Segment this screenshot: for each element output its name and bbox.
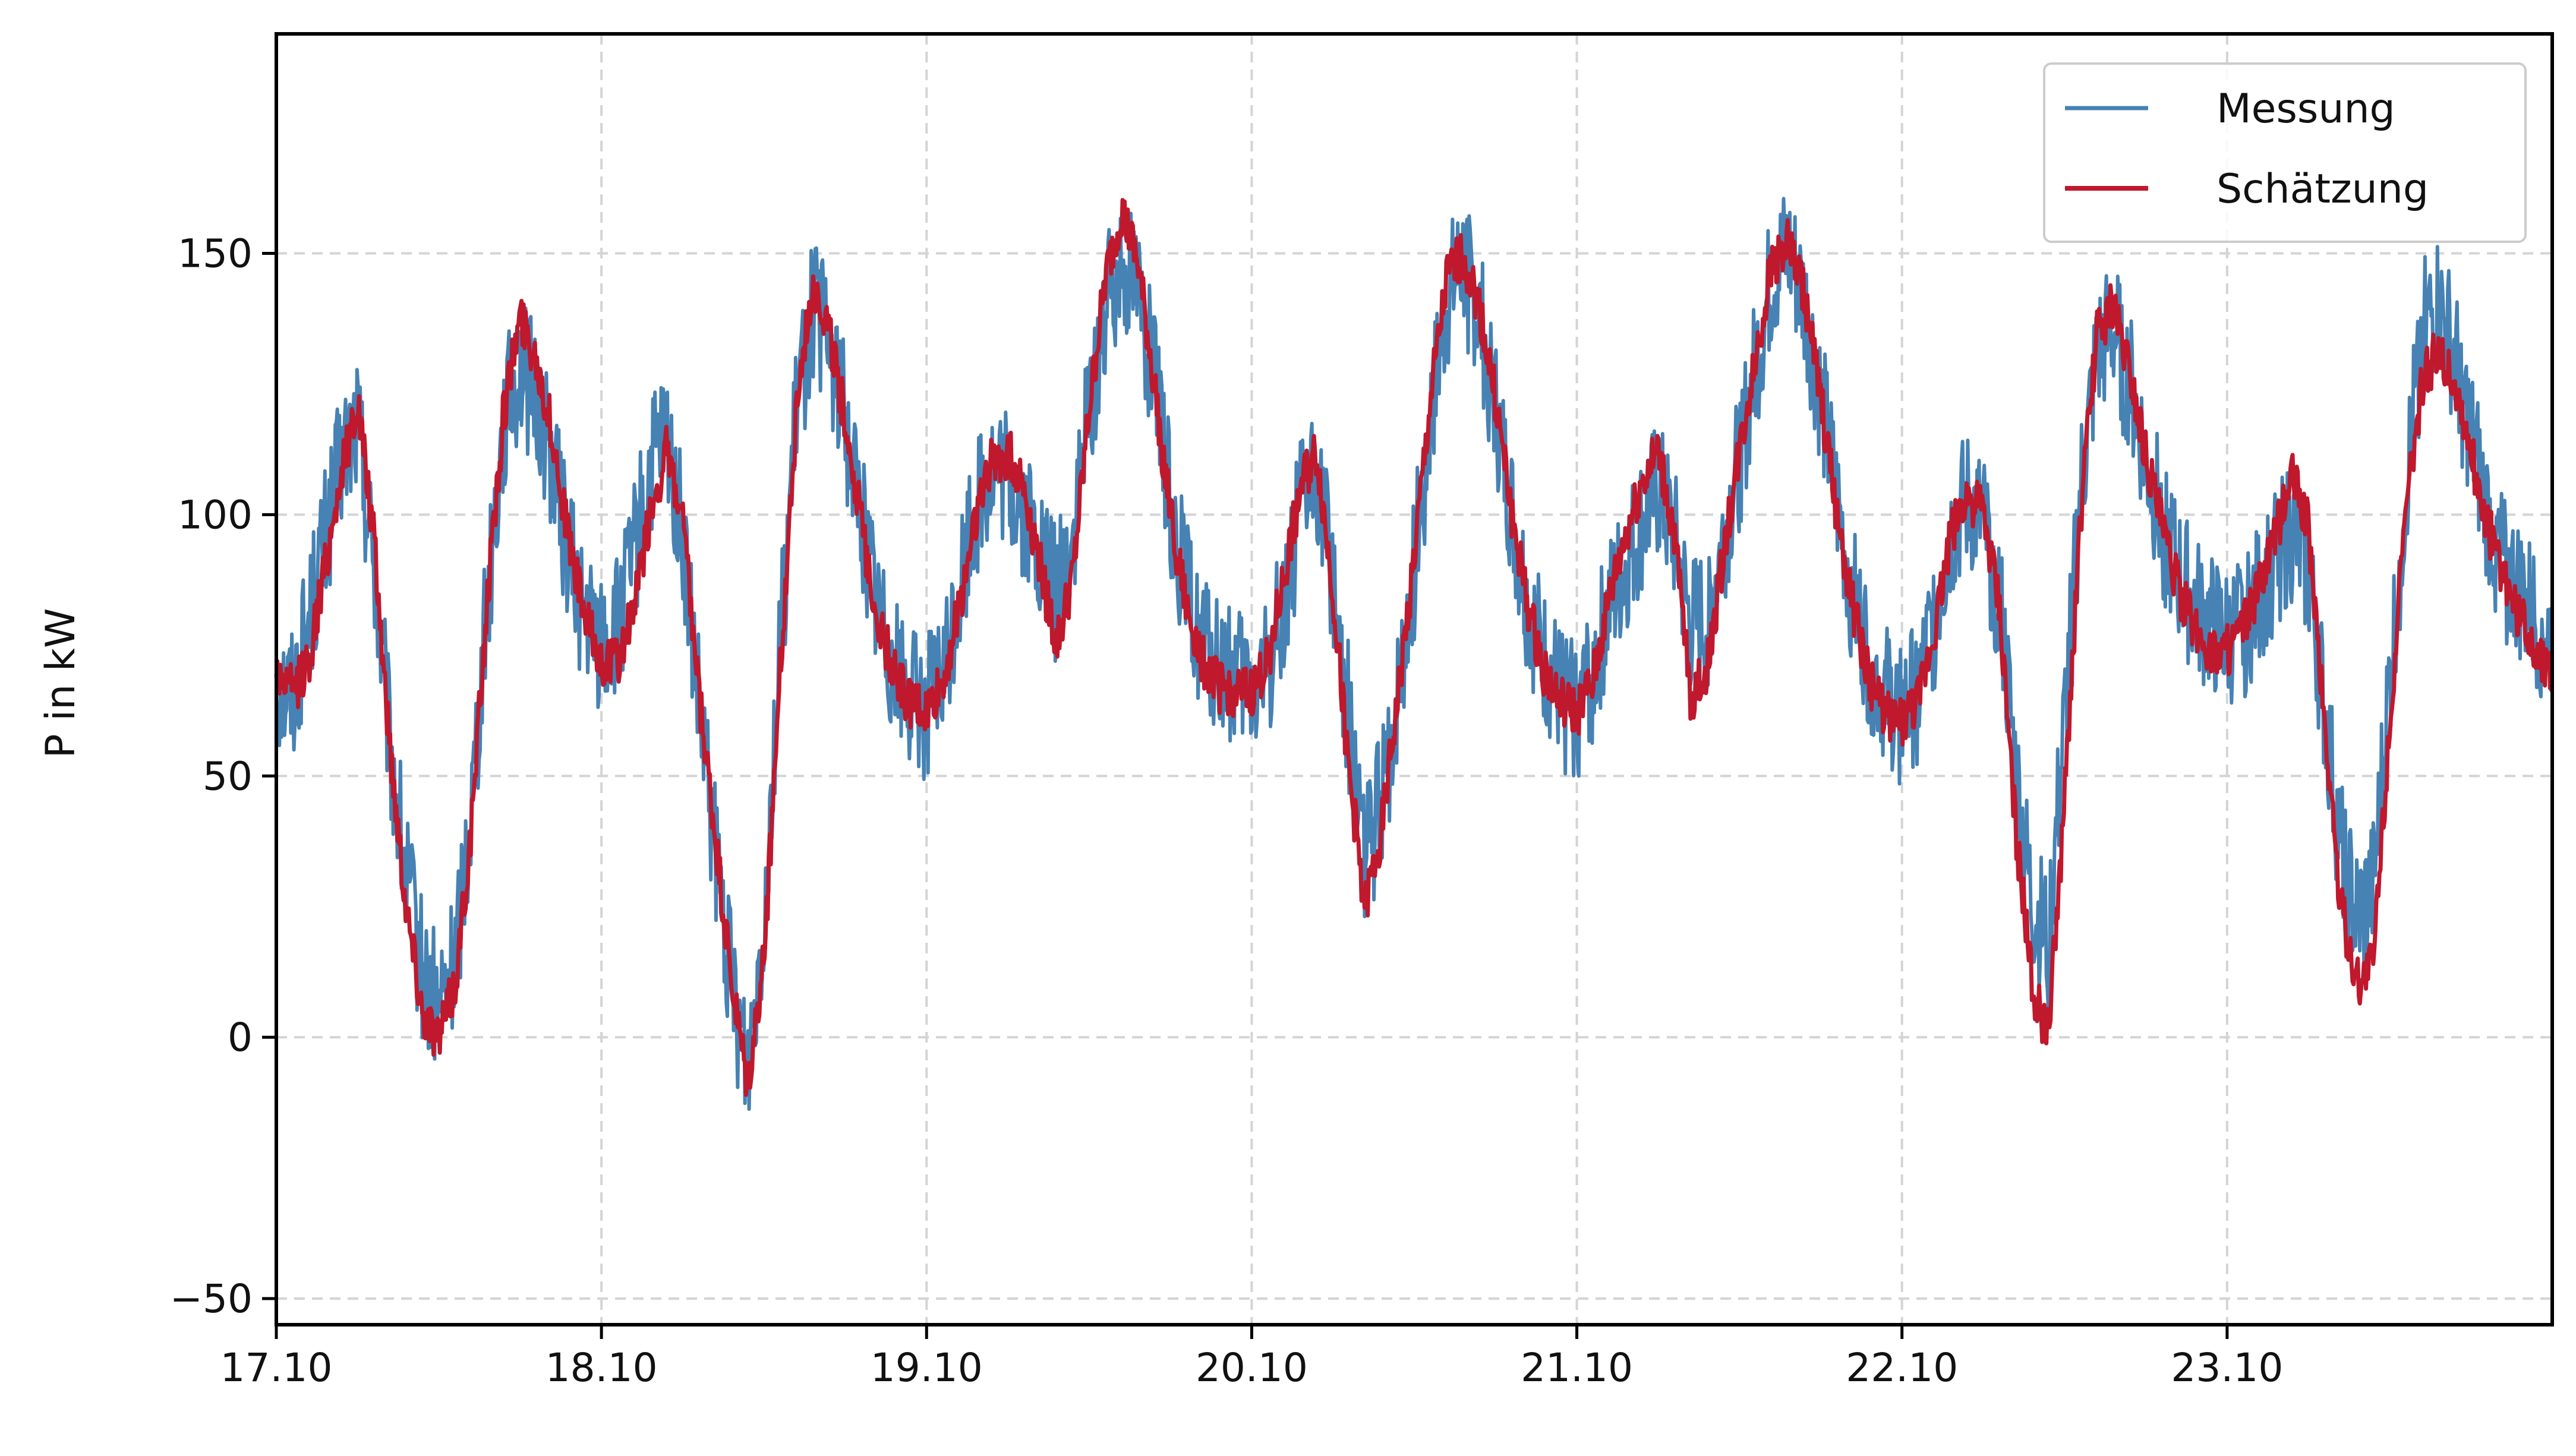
x-tick-label: 18.10 bbox=[546, 1345, 658, 1391]
legend-box bbox=[2043, 62, 2527, 243]
x-tick-label: 21.10 bbox=[1521, 1345, 1633, 1391]
x-tick-label: 19.10 bbox=[871, 1345, 983, 1391]
axis-ticks: 17.10 18.10 19.10 20.10 21.10 22.10 23.10 −50 0 5… bbox=[170, 230, 2284, 1391]
y-tick-label: 50 bbox=[203, 753, 253, 799]
y-tick-label: 150 bbox=[178, 230, 253, 276]
y-tick-label: 100 bbox=[178, 492, 253, 538]
x-tick-label: 20.10 bbox=[1196, 1345, 1308, 1391]
y-tick-label: −50 bbox=[170, 1276, 253, 1322]
series-line-messung bbox=[275, 197, 2554, 1111]
x-tick-label: 23.10 bbox=[2171, 1345, 2283, 1391]
legend-label: Messung bbox=[2216, 86, 2395, 132]
y-axis-label: P in kW bbox=[37, 608, 84, 759]
series-line-schaetzung bbox=[274, 198, 2555, 1097]
y-tick-label: 0 bbox=[228, 1015, 253, 1060]
x-tick-label: 17.10 bbox=[220, 1345, 333, 1391]
legend-label: Schätzung bbox=[2216, 166, 2429, 213]
x-tick-label: 22.10 bbox=[1846, 1345, 1958, 1391]
plot-frame bbox=[275, 32, 2554, 1326]
legend[interactable]: Messung Schätzung bbox=[2043, 62, 2527, 243]
plot-area bbox=[274, 197, 2555, 1111]
